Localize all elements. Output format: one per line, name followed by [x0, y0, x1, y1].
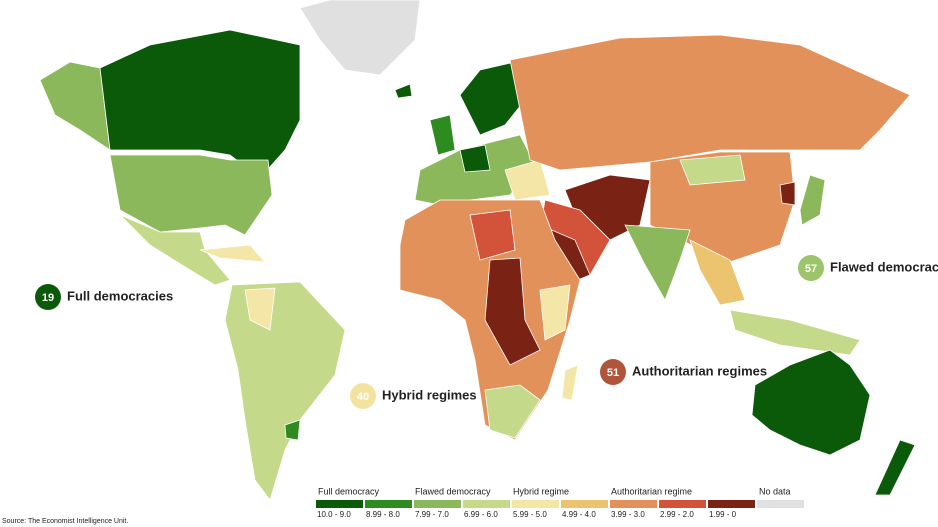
greenland — [299, 0, 421, 76]
callout-count: 57 — [805, 263, 817, 275]
mongolia — [679, 154, 746, 186]
callout-badge — [35, 284, 61, 310]
callout-label: Hybrid regimes — [382, 387, 477, 402]
legend-swatch — [708, 500, 755, 508]
callout-badge — [798, 255, 824, 281]
japan — [799, 174, 826, 226]
callout-count: 51 — [607, 367, 619, 379]
caribbean — [199, 244, 266, 263]
southeast-asia — [689, 239, 746, 306]
uruguay — [284, 419, 301, 441]
east-africa — [539, 284, 571, 341]
legend-range: 8.99 - 8.0 — [366, 510, 400, 519]
legend-range: 4.99 - 4.0 — [562, 510, 596, 519]
legend-range: 7.99 - 7.0 — [415, 510, 449, 519]
north-korea — [779, 181, 796, 206]
southern-africa — [484, 384, 541, 439]
legend-group: Full democracy — [318, 486, 380, 496]
eastern-europe — [504, 159, 551, 201]
india — [624, 224, 691, 301]
legend: Full democracy Flawed democracy Hybrid r… — [316, 486, 804, 519]
venezuela — [244, 287, 276, 331]
legend-swatch — [561, 500, 608, 508]
iceland — [394, 83, 413, 99]
legend-range: 5.99 - 5.0 — [513, 510, 547, 519]
legend-range: 1.99 - 0 — [709, 510, 737, 519]
legend-swatch — [512, 500, 559, 508]
mexico-central-america — [119, 214, 231, 286]
legend-swatch — [610, 500, 657, 508]
legend-range: 6.99 - 6.0 — [464, 510, 498, 519]
legend-swatch — [365, 500, 412, 508]
legend-group: Flawed democracy — [415, 486, 491, 496]
south-america — [224, 281, 346, 501]
north-africa-libya — [469, 209, 516, 261]
legend-range: 3.99 - 3.0 — [611, 510, 645, 519]
alaska — [39, 61, 111, 151]
world-map — [39, 0, 916, 501]
callout-count: 40 — [357, 391, 369, 403]
legend-swatch — [463, 500, 510, 508]
legend-range: 2.99 - 2.0 — [660, 510, 694, 519]
legend-group: Authoritarian regime — [611, 486, 692, 496]
source: Source: The Economist Intelligence Unit. — [2, 518, 128, 525]
legend-swatch — [414, 500, 461, 508]
usa — [109, 154, 273, 236]
australia — [751, 349, 871, 456]
canada — [99, 29, 301, 179]
new-zealand — [874, 439, 916, 496]
central-africa — [484, 257, 541, 366]
legend-group: Hybrid regime — [513, 486, 569, 496]
callout-badge — [600, 359, 626, 385]
callout-badge — [350, 383, 376, 409]
legend-range: 10.0 - 9.0 — [317, 510, 351, 519]
legend-group: No data — [759, 486, 791, 496]
madagascar — [561, 364, 579, 401]
legend-swatch — [757, 500, 804, 508]
russia — [509, 34, 911, 171]
callout-count: 19 — [42, 292, 54, 304]
legend-swatch — [659, 500, 706, 508]
callout-label: Authoritarian regimes — [632, 363, 767, 378]
indonesia — [729, 309, 861, 356]
germany — [459, 144, 491, 173]
callout-label: Flawed democracies — [830, 259, 938, 274]
callout-label: Full democracies — [67, 288, 173, 303]
uk — [429, 114, 456, 156]
callouts: 19 Full democracies 57 Flawed democracies 40… — [35, 255, 938, 409]
legend-swatch — [316, 500, 363, 508]
